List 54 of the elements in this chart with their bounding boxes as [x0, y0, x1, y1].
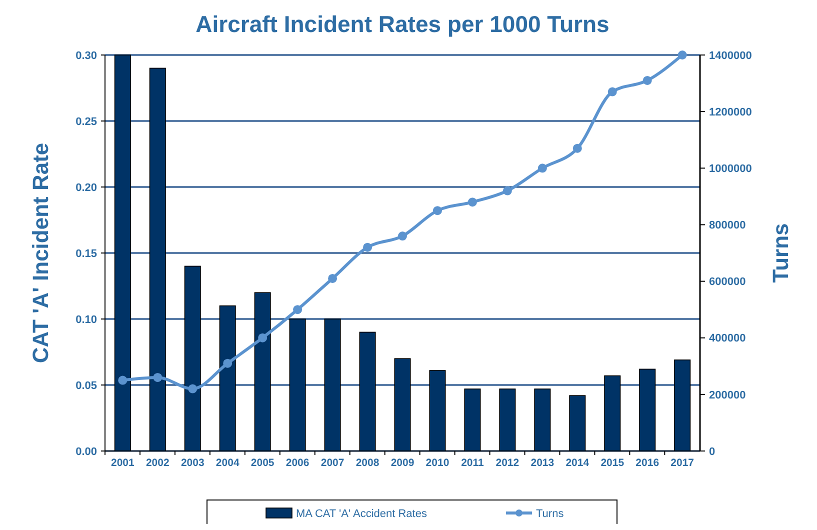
- x-tick-label: 2009: [390, 457, 414, 469]
- y-tick-label: 0.15: [76, 248, 97, 260]
- x-tick-label: 2014: [566, 457, 590, 469]
- point: [572, 144, 582, 153]
- x-tick-label: 2012: [496, 457, 520, 469]
- y2-tick-label: 600000: [709, 276, 746, 288]
- y2-tick-label: 400000: [709, 332, 746, 345]
- y-tick-label: 0.25: [76, 116, 97, 128]
- y2-tick-label: 1200000: [709, 106, 752, 118]
- chart-title: Aircraft Incident Rates per 1000 Turns: [196, 11, 610, 37]
- x-tick-label: 2005: [250, 457, 274, 469]
- x-tick-label: 2001: [110, 457, 135, 469]
- y-tick-label: 0.00: [76, 446, 97, 458]
- y2-tick-label: 1400000: [709, 50, 752, 62]
- y-tick-label: 0.30: [76, 50, 97, 62]
- y2-tick-label: 0: [709, 446, 716, 458]
- y-tick-label: 0.10: [76, 314, 97, 326]
- point: [188, 384, 198, 394]
- legend-label: MA CAT 'A' Accident Rates: [296, 508, 428, 520]
- point: [293, 305, 302, 314]
- point: [642, 76, 652, 85]
- y2-tick-label: 800000: [709, 220, 746, 232]
- point: [258, 333, 268, 342]
- point: [468, 198, 477, 207]
- x-tick-label: 2011: [461, 457, 484, 469]
- point: [538, 164, 547, 173]
- x-tick-label: 2010: [426, 457, 450, 469]
- point: [223, 358, 232, 368]
- y2-tick-label: 200000: [709, 389, 746, 402]
- y-tick-label: 0.05: [76, 380, 97, 392]
- y-tick-label: 0.20: [76, 182, 97, 194]
- point: [502, 186, 512, 196]
- x-tick-label: 2003: [180, 457, 204, 469]
- x-tick-label: 2002: [146, 457, 170, 469]
- x-tick-label: 2015: [600, 457, 624, 469]
- point: [678, 50, 687, 60]
- x-tick-label: 2013: [530, 457, 554, 469]
- x-tick-label: 2006: [286, 457, 310, 469]
- point: [153, 372, 162, 382]
- y2-axis-title: Turns: [768, 223, 793, 283]
- point: [328, 274, 338, 283]
- x-tick-label: 2016: [636, 457, 660, 469]
- point: [118, 376, 128, 385]
- point: [363, 242, 372, 252]
- y-axis-title: CAT 'A' Incident Rate: [28, 142, 53, 364]
- point: [398, 232, 407, 241]
- x-tick-label: 2004: [216, 457, 240, 469]
- x-tick-label: 2008: [356, 457, 380, 469]
- point: [432, 206, 442, 216]
- legend-label: Turns: [536, 508, 564, 520]
- x-tick-label: 2017: [670, 457, 694, 469]
- x-tick-label: 2007: [320, 457, 344, 469]
- point: [608, 87, 617, 96]
- y2-tick-label: 1000000: [709, 162, 752, 175]
